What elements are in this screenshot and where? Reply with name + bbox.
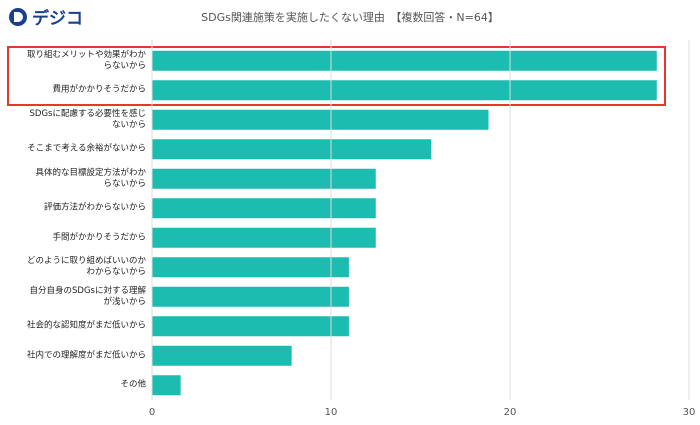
logo-icon-mark [14,12,23,22]
bar [152,227,376,248]
bar [152,198,376,219]
bar [152,257,349,278]
y-tick-label: 手間がかかりそうだから [52,232,146,243]
y-tick-label: 評価方法がわからないから [43,202,146,213]
y-tick-label: 費用がかかりそうだから [52,84,146,95]
chart-title: SDGs関連施策を実施したくない理由 【複数回答・N=64】 [201,10,499,24]
bar [152,168,376,189]
x-tick-label: 20 [504,407,517,418]
x-tick-label: 0 [149,407,155,418]
highlight-box [7,46,666,106]
y-tick-label: 取り組むメリットや効果がわか らないから [26,49,146,71]
logo-text: デジコ [32,9,83,29]
y-tick-label: どのように取り組めばいいのか わからないから [26,256,146,278]
y-tick-label: 自分自身のSDGsに対する理解 が浅いから [29,285,146,307]
y-tick-label: その他 [120,379,146,390]
bar [152,375,181,396]
y-tick-label: 社内での理解度がまだ低いから [26,350,146,361]
x-tick-label: 10 [325,407,338,418]
bar [152,139,432,160]
bar [152,286,349,307]
y-tick-label: 具体的な目標設定方法がわか らないから [35,167,146,189]
y-tick-label: 社会的な認知度がまだ低いから [26,320,146,331]
bar [152,80,657,101]
y-tick-label: SDGsに配慮する必要性を感じ ないから [29,108,146,130]
bar [152,316,349,337]
bar [152,345,292,366]
bar [152,109,489,130]
x-tick-label: 30 [683,407,696,418]
bar [152,50,657,71]
y-tick-label: そこまで考える余裕がないから [27,143,146,154]
